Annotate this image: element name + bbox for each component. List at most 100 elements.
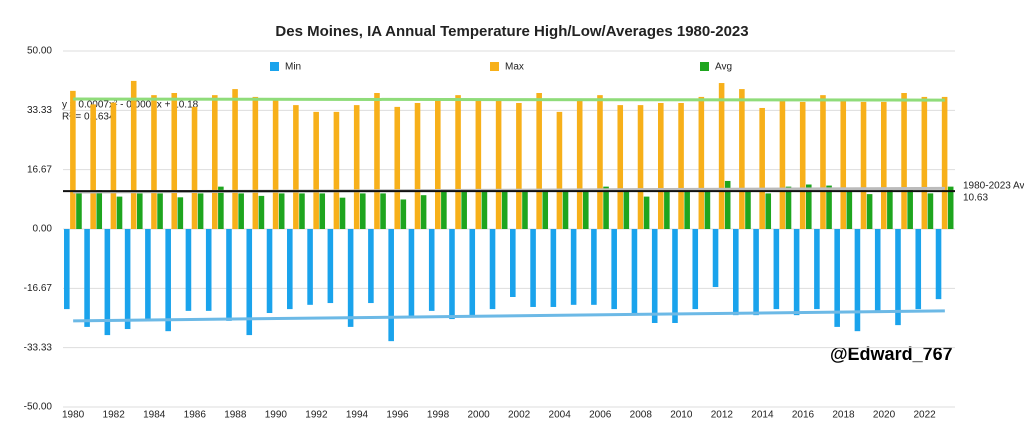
bar: [617, 105, 624, 229]
bar: [287, 229, 293, 310]
bar: [64, 229, 70, 310]
bar: [664, 191, 670, 229]
bar: [704, 190, 711, 229]
x-tick-label: 1996: [386, 410, 409, 421]
x-tick-label: 1998: [427, 410, 450, 421]
bar: [319, 193, 326, 229]
bar: [724, 180, 731, 229]
bar: [339, 197, 346, 229]
bar: [530, 229, 536, 307]
legend-swatch: [700, 62, 709, 71]
bar: [313, 111, 319, 229]
bar: [441, 189, 447, 229]
bar: [907, 189, 913, 229]
x-tick-label: 2016: [792, 410, 815, 421]
bar: [136, 193, 143, 229]
chart-title: Des Moines, IA Annual Temperature High/L…: [275, 23, 748, 40]
bar: [380, 193, 386, 229]
bar: [333, 111, 340, 229]
bar: [420, 195, 427, 229]
bar: [834, 229, 840, 327]
bar: [759, 107, 765, 229]
x-tick-label: 1992: [305, 410, 328, 421]
bar: [293, 105, 299, 229]
bar: [90, 104, 96, 229]
bar: [846, 191, 853, 229]
bar: [400, 199, 407, 229]
bar: [603, 186, 609, 229]
bar: [542, 191, 549, 229]
bar: [814, 229, 820, 310]
bar: [562, 191, 569, 229]
bar: [522, 191, 528, 229]
x-tick-label: 1990: [265, 410, 288, 421]
trend-line: [73, 309, 945, 323]
bar: [461, 189, 467, 229]
y-tick-label: 33.33: [27, 105, 52, 116]
x-tick-label: 1982: [103, 410, 126, 421]
bar: [799, 101, 806, 229]
bar: [374, 93, 380, 230]
bar: [495, 99, 502, 229]
bar: [805, 184, 812, 229]
bar: [820, 95, 826, 229]
bar: [110, 102, 117, 229]
bar: [698, 96, 705, 229]
bar: [826, 185, 832, 229]
bar: [658, 102, 664, 229]
trend-r2: R² = 0.1634: [62, 112, 115, 123]
bar: [408, 229, 415, 317]
bar: [205, 229, 212, 311]
bar: [927, 193, 934, 229]
bar: [536, 93, 542, 230]
bar: [866, 194, 873, 229]
bar: [165, 229, 171, 332]
bar: [347, 229, 354, 327]
bar: [915, 229, 922, 310]
bar: [753, 229, 759, 316]
bar: [678, 102, 684, 229]
bar: [177, 197, 184, 229]
bar: [582, 189, 589, 229]
x-tick-label: 2000: [467, 410, 490, 421]
x-tick-label: 2018: [832, 410, 855, 421]
bar: [570, 229, 577, 305]
bar: [272, 100, 279, 230]
bar: [185, 229, 192, 311]
bar: [252, 96, 259, 229]
bar: [394, 106, 401, 229]
trend-line: [73, 97, 945, 102]
bar: [197, 193, 204, 229]
bar: [414, 102, 421, 229]
x-tick-label: 2008: [630, 410, 653, 421]
bar: [793, 229, 800, 316]
reference-value: 10.63: [963, 193, 988, 204]
legend-label: Avg: [715, 62, 732, 73]
y-tick-label: -16.67: [24, 283, 53, 294]
bar: [307, 229, 313, 305]
x-tick-label: 2020: [873, 410, 896, 421]
bar: [435, 100, 441, 230]
bar: [840, 100, 847, 230]
reference-label: 1980-2023 Avg: [963, 181, 1024, 192]
y-tick-label: 16.67: [27, 164, 52, 175]
bar: [469, 229, 476, 316]
x-tick-label: 2012: [711, 410, 734, 421]
x-tick-label: 2004: [549, 410, 572, 421]
bar: [684, 191, 690, 229]
trend-equation: y = 0.0007x² - 0.0003x + 10.18: [62, 100, 199, 111]
bar: [489, 229, 496, 310]
bar: [745, 191, 751, 229]
bar: [785, 186, 792, 229]
bar: [151, 95, 157, 229]
bar: [232, 89, 238, 229]
bar: [643, 196, 650, 229]
x-tick-label: 1980: [62, 410, 85, 421]
bar: [157, 193, 163, 229]
bar: [597, 95, 603, 229]
bar: [76, 191, 82, 229]
y-tick-label: -33.33: [24, 342, 53, 353]
x-tick-label: 2010: [670, 410, 693, 421]
x-tick-label: 1988: [224, 410, 247, 421]
